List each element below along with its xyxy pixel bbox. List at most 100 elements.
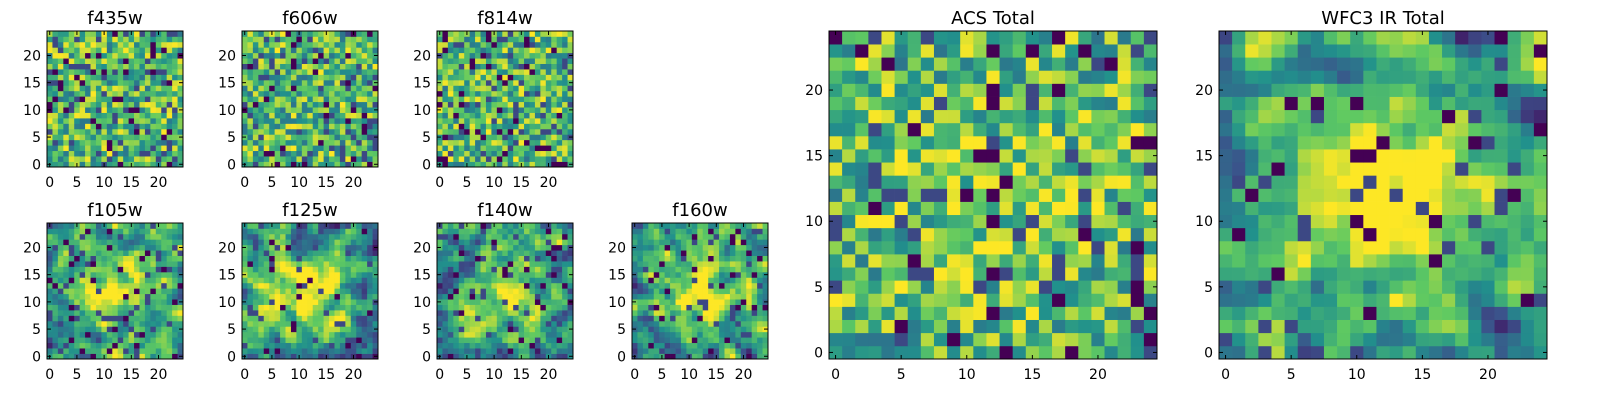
heatmap-cell — [301, 96, 308, 103]
heatmap-cell — [128, 282, 135, 289]
heatmap-cell — [447, 223, 454, 229]
heatmap-cell — [713, 261, 720, 267]
heatmap-cell — [247, 107, 254, 113]
heatmap-cell — [453, 139, 460, 146]
heatmap-cell — [79, 69, 86, 75]
heatmap-cell — [475, 228, 481, 235]
heatmap-cell — [556, 128, 563, 135]
heatmap-cell — [469, 145, 476, 152]
heatmap-cell — [361, 90, 368, 97]
heatmap-cell — [491, 304, 498, 311]
heatmap-cell — [933, 280, 948, 294]
y-tick-label: 10 — [218, 295, 236, 311]
heatmap-cell — [485, 331, 492, 338]
heatmap-cell — [112, 255, 119, 262]
heatmap-cell — [63, 255, 70, 262]
heatmap-cell — [475, 239, 481, 246]
heatmap-cell — [79, 128, 86, 135]
heatmap-cell — [63, 101, 70, 108]
heatmap-cell — [485, 139, 492, 146]
heatmap-cell — [524, 348, 530, 354]
heatmap-cell — [367, 320, 373, 327]
heatmap-cell — [155, 293, 162, 300]
heatmap-cell — [63, 250, 70, 256]
heatmap-cell — [112, 145, 119, 152]
heatmap-cell — [691, 348, 698, 354]
heatmap-cell — [329, 266, 335, 273]
heatmap-cell — [329, 277, 335, 284]
heatmap-cell — [312, 337, 319, 344]
heatmap-cell — [47, 69, 53, 75]
heatmap-cell — [653, 342, 660, 349]
heatmap-cell — [447, 90, 454, 97]
heatmap-cell — [63, 156, 70, 162]
heatmap-cell — [79, 293, 86, 300]
heatmap-cell — [475, 320, 481, 327]
heatmap-cell — [556, 271, 563, 278]
heatmap-cell — [106, 299, 113, 305]
heatmap-cell — [323, 315, 330, 322]
heatmap-cell — [540, 156, 547, 162]
heatmap-cell — [161, 288, 168, 295]
heatmap-cell — [258, 310, 265, 316]
heatmap-cell — [101, 337, 108, 344]
heatmap-cell — [329, 101, 335, 108]
heatmap-cell — [323, 342, 330, 349]
heatmap-cell — [117, 112, 124, 119]
heatmap-cell — [680, 228, 687, 235]
heatmap-cell — [480, 134, 487, 141]
heatmap-cell — [562, 63, 568, 70]
heatmap-cell — [312, 134, 319, 141]
panel-title: f160w — [672, 200, 727, 221]
heatmap-cell — [453, 261, 460, 267]
heatmap-cell — [762, 331, 769, 338]
heatmap-cell — [144, 69, 151, 75]
heatmap-cell — [161, 266, 168, 273]
heatmap-cell — [323, 145, 330, 152]
heatmap-cell — [356, 293, 363, 300]
heatmap-cell — [513, 348, 519, 354]
heatmap-cell — [350, 41, 357, 48]
heatmap-cell — [464, 271, 470, 278]
heatmap-cell — [57, 134, 64, 141]
heatmap-cell — [296, 85, 303, 92]
heatmap-cell — [318, 79, 324, 86]
heatmap-cell — [95, 85, 102, 92]
heatmap-cell — [155, 134, 162, 141]
heatmap-cell — [106, 255, 113, 262]
heatmap-cell — [947, 240, 961, 255]
heatmap-cell — [637, 244, 644, 251]
heatmap-cell — [545, 58, 552, 64]
heatmap-cell — [63, 52, 70, 59]
heatmap-cell — [307, 69, 314, 75]
heatmap-cell — [513, 228, 519, 235]
heatmap-cell — [329, 271, 335, 278]
heatmap-cell — [518, 96, 525, 103]
heatmap-cell — [447, 320, 454, 327]
heatmap-cell — [485, 69, 492, 75]
heatmap-cell — [345, 331, 352, 338]
heatmap-cell — [123, 156, 129, 162]
heatmap-cell — [161, 63, 168, 70]
heatmap-cell — [933, 306, 948, 320]
heatmap-cell — [933, 240, 948, 255]
heatmap-cell — [155, 52, 162, 59]
heatmap-cell — [144, 74, 151, 81]
heatmap-cell — [1104, 240, 1118, 255]
heatmap-cell — [562, 288, 568, 295]
heatmap-cell — [144, 36, 151, 43]
heatmap-cell — [90, 271, 97, 278]
heatmap-cell — [177, 58, 184, 64]
heatmap-cell — [101, 282, 108, 289]
heatmap-cell — [350, 145, 357, 152]
heatmap-cell — [345, 326, 352, 333]
heatmap-cell — [323, 36, 330, 43]
heatmap-cell — [323, 85, 330, 92]
heatmap-cell — [144, 288, 151, 295]
heatmap-cell — [112, 150, 119, 157]
heatmap-cell — [855, 149, 869, 163]
heatmap-cell — [556, 150, 563, 157]
heatmap-cell — [485, 315, 492, 322]
heatmap-cell — [496, 233, 503, 240]
